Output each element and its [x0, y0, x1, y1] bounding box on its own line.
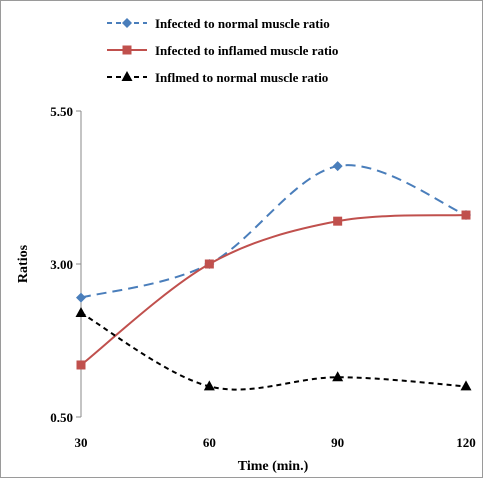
- legend-label: Inflmed to normal muscle ratio: [155, 70, 328, 85]
- y-tick-label: 5.50: [50, 104, 73, 119]
- legend-entry-2: Infected to inflamed muscle ratio: [107, 43, 338, 58]
- legend-marker: [121, 71, 133, 81]
- data-point: [333, 216, 343, 226]
- legend-marker: [122, 18, 132, 28]
- data-point: [332, 371, 344, 382]
- axes: Ratios Time (min.) 0.50 3.00 5.50 30 60 90 12…: [16, 104, 476, 474]
- data-point: [203, 380, 215, 391]
- x-tick-label: 120: [456, 435, 476, 450]
- y-tick-label: 3.00: [50, 257, 73, 272]
- series-2: [76, 210, 471, 370]
- legend-entry-1: Infected to normal muscle ratio: [107, 16, 330, 31]
- data-point: [204, 259, 214, 269]
- x-tick-label: 90: [331, 435, 344, 450]
- data-point: [332, 161, 343, 172]
- y-tick-label: 0.50: [50, 410, 73, 425]
- series-line: [80, 312, 467, 391]
- legend-marker: [122, 45, 132, 55]
- legend-entry-3: Inflmed to normal muscle ratio: [107, 70, 328, 85]
- data-point: [461, 210, 471, 220]
- series-3: [75, 306, 472, 391]
- data-point: [76, 360, 86, 370]
- plot-area: [75, 161, 472, 391]
- legend-label: Infected to inflamed muscle ratio: [155, 43, 338, 58]
- data-point: [460, 380, 472, 391]
- data-point: [75, 306, 87, 317]
- data-point: [76, 292, 86, 303]
- legend-label: Infected to normal muscle ratio: [155, 16, 330, 31]
- y-axis-label: Ratios: [16, 244, 31, 283]
- x-tick-labels: 30 60 90 120: [75, 435, 476, 450]
- legend: Infected to normal muscle ratio Infected …: [107, 16, 338, 85]
- x-tick-label: 60: [203, 435, 216, 450]
- series-line: [80, 164, 467, 299]
- x-tick-label: 30: [75, 435, 88, 450]
- y-tick-labels: 0.50 3.00 5.50: [50, 104, 81, 425]
- x-axis-label: Time (min.): [238, 459, 309, 474]
- series-line: [80, 214, 467, 366]
- series-1: [76, 161, 471, 303]
